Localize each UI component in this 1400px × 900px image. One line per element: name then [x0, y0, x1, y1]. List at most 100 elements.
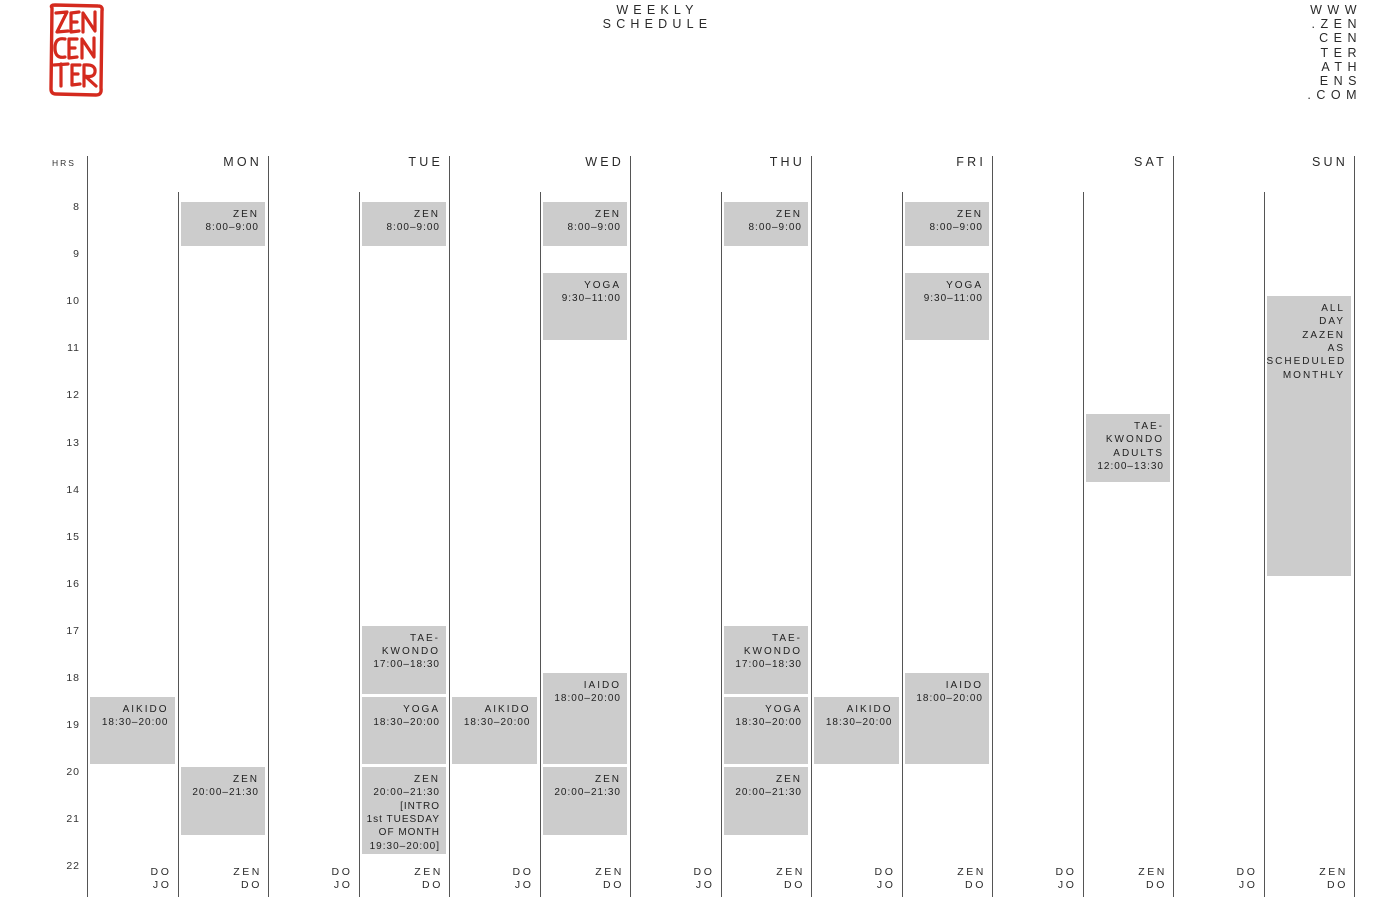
room-label-line: ZEN: [1319, 866, 1348, 878]
class-block-yoga[interactable]: YOGA 18:30–20:00: [723, 696, 808, 765]
class-block-yoga[interactable]: YOGA 9:30–11:00: [542, 272, 627, 341]
class-block-zen[interactable]: ZEN 20:00–21:30: [542, 767, 627, 835]
day-header-mon: MON: [223, 155, 262, 169]
class-time: 12:00–13:30: [1097, 460, 1164, 472]
class-block-zen[interactable]: ZEN 8:00–9:00: [904, 202, 989, 247]
class-block-iaido[interactable]: IAIDO 18:00–20:00: [542, 673, 627, 765]
class-time: 18:30–20:00: [101, 716, 169, 728]
class-time: 20:00–21:30: [735, 787, 802, 799]
hours-axis-label: HRS: [52, 158, 76, 168]
class-time: 18:00–20:00: [916, 693, 983, 705]
room-label-line: DO: [603, 879, 624, 891]
page-title: WEEKLY SCHEDULE: [560, 3, 755, 31]
class-time: 8:00–9:00: [205, 222, 259, 234]
class-block-iaido[interactable]: IAIDO 18:00–20:00: [904, 673, 989, 765]
room-label-zendo: ZEN DO: [1117, 866, 1167, 892]
url-line: WWW: [1310, 3, 1362, 17]
hour-label: 18: [66, 672, 80, 684]
column-divider: [902, 192, 903, 897]
class-time: 8:00–9:00: [929, 222, 983, 234]
class-title: ALL DAY ZAZEN AS SCHEDULED MONTHLY: [1266, 303, 1347, 381]
class-title: ZEN: [414, 209, 440, 220]
room-label-line: ZEN: [595, 866, 624, 878]
class-title: ZEN: [776, 209, 802, 220]
room-label-line: ZEN: [776, 866, 805, 878]
room-label-line: DO: [512, 866, 534, 878]
class-block-yoga[interactable]: YOGA 9:30–11:00: [904, 272, 989, 341]
room-label-zendo: ZEN DO: [574, 866, 624, 892]
hour-label: 11: [67, 342, 80, 355]
room-label-dojo: DO JO: [1208, 866, 1258, 892]
zen-center-logo: [46, 2, 106, 98]
class-time: 20:00–21:30: [554, 787, 621, 799]
class-time: 17:00–18:30: [735, 659, 802, 671]
room-label-line: DO: [1055, 866, 1077, 878]
room-label-line: ZEN: [233, 866, 262, 878]
room-label-line: DO: [1146, 879, 1167, 891]
class-title: AIKIDO: [122, 703, 169, 715]
class-time: 18:30–20:00: [735, 716, 802, 728]
class-title: ZEN: [776, 774, 802, 786]
day-header-thu: THU: [769, 155, 805, 169]
room-label-line: DO: [693, 866, 715, 878]
hour-label: 9: [73, 248, 80, 261]
class-title: YOGA: [946, 279, 983, 291]
class-block-zen[interactable]: ZEN 8:00–9:00: [180, 202, 265, 247]
website-url: WWW .ZEN CEN TER ATH ENS .COM: [1290, 3, 1362, 102]
class-block-aikido[interactable]: AIKIDO 18:30–20:00: [814, 696, 899, 765]
room-label-dojo: DO JO: [1027, 866, 1077, 892]
room-label-line: ZEN: [414, 866, 443, 878]
class-block-tae-kwondo-adults[interactable]: TAE- KWONDO ADULTS 12:00–13:30: [1085, 413, 1170, 482]
title-line-1: WEEKLY: [616, 3, 699, 17]
hour-label: 21: [66, 813, 80, 826]
class-block-zen[interactable]: ZEN 20:00–21:30 [INTRO 1st TUESDAY OF MON…: [361, 767, 446, 854]
room-label-dojo: DO JO: [484, 866, 534, 892]
hour-label: 10: [66, 295, 80, 308]
url-line: CEN: [1319, 31, 1362, 46]
column-divider: [721, 192, 722, 897]
class-block-yoga[interactable]: YOGA 18:30–20:00: [361, 696, 446, 765]
day-header-tue: TUE: [408, 155, 443, 169]
class-block-aikido[interactable]: AIKIDO 18:30–20:00: [452, 696, 537, 765]
hour-label: 17: [66, 624, 80, 637]
class-time: 18:30–20:00: [463, 716, 531, 728]
class-block-zen[interactable]: ZEN 20:00–21:30: [180, 767, 265, 835]
class-title: ZEN: [957, 209, 983, 220]
title-line-2: SCHEDULE: [602, 17, 713, 31]
class-block-all-day-zazen-as-scheduled-monthly[interactable]: ALL DAY ZAZEN AS SCHEDULED MONTHLY: [1266, 296, 1351, 576]
room-label-zendo: ZEN DO: [755, 866, 805, 892]
class-block-tae-kwondo[interactable]: TAE- KWONDO 17:00–18:30: [723, 625, 808, 694]
class-title: AIKIDO: [846, 703, 893, 715]
class-time: 18:30–20:00: [825, 716, 893, 728]
column-divider: [1264, 192, 1265, 897]
class-title: ZEN: [414, 774, 440, 786]
day-divider: [268, 156, 269, 897]
day-divider: [1173, 156, 1174, 897]
class-title: AIKIDO: [484, 703, 531, 715]
room-label-line: JO: [152, 879, 172, 891]
class-title: ZEN: [595, 774, 621, 786]
class-block-zen[interactable]: ZEN 20:00–21:30: [723, 767, 808, 835]
class-block-tae-kwondo[interactable]: TAE- KWONDO 17:00–18:30: [361, 625, 446, 694]
class-block-aikido[interactable]: AIKIDO 18:30–20:00: [90, 696, 175, 765]
room-label-line: JO: [1057, 879, 1077, 891]
room-label-dojo: DO JO: [122, 866, 172, 892]
column-divider: [178, 192, 179, 897]
class-block-zen[interactable]: ZEN 8:00–9:00: [361, 202, 446, 247]
column-divider: [1083, 192, 1084, 897]
class-title: ZEN: [595, 209, 621, 220]
class-time: 9:30–11:00: [923, 292, 983, 304]
hour-label: 19: [66, 719, 80, 732]
url-line: ATH: [1321, 59, 1362, 74]
class-block-zen[interactable]: ZEN 8:00–9:00: [723, 202, 808, 247]
day-divider: [1354, 156, 1355, 897]
room-label-dojo: DO JO: [665, 866, 715, 892]
room-label-dojo: DO JO: [846, 866, 896, 892]
class-block-zen[interactable]: ZEN 8:00–9:00: [542, 202, 627, 247]
hour-label: 12: [66, 389, 80, 402]
room-label-line: DO: [150, 866, 172, 878]
room-label-zendo: ZEN DO: [936, 866, 986, 892]
grid-left-border: [87, 156, 88, 897]
room-label-line: DO: [784, 879, 805, 891]
class-time: 18:00–20:00: [554, 693, 621, 705]
